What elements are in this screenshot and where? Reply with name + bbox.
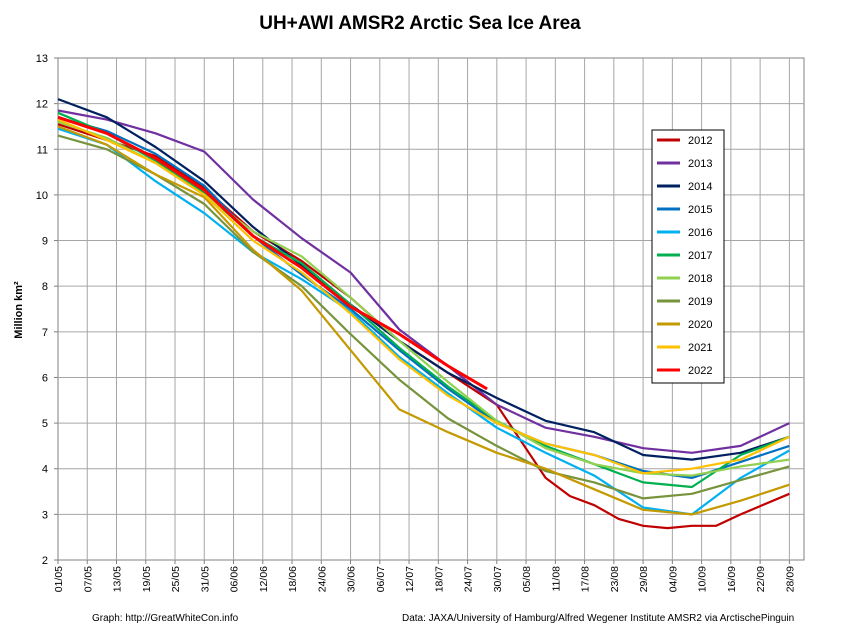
x-tick-label: 07/05	[82, 566, 94, 592]
legend-label-2020: 2020	[688, 319, 712, 331]
footer-credit: Graph: http://GreatWhiteCon.info	[92, 613, 239, 624]
legend-label-2012: 2012	[688, 135, 712, 147]
x-tick-label: 06/06	[229, 566, 241, 592]
y-tick-label: 7	[42, 327, 48, 339]
y-tick-label: 2	[42, 555, 48, 567]
legend-label-2017: 2017	[688, 250, 712, 262]
series-line-2020	[57, 125, 790, 516]
legend-label-2014: 2014	[688, 181, 712, 193]
y-tick-label: 13	[36, 53, 48, 65]
x-tick-label: 13/05	[112, 566, 124, 592]
footer-source: Data: JAXA/University of Hamburg/Alfred …	[402, 613, 794, 624]
x-tick-label: 30/06	[346, 566, 358, 592]
legend-label-2018: 2018	[688, 273, 712, 285]
x-tick-label: 18/06	[287, 566, 299, 592]
x-tick-label: 12/06	[258, 566, 270, 592]
x-tick-label: 17/08	[580, 566, 592, 592]
series-line-2022	[57, 115, 488, 391]
series-line-2014	[57, 98, 790, 461]
x-tick-label: 22/09	[755, 566, 767, 592]
x-tick-label: 10/09	[697, 566, 709, 592]
x-tick-label: 04/09	[667, 566, 679, 592]
x-tick-label: 18/07	[433, 566, 445, 592]
legend-label-2021: 2021	[688, 342, 712, 354]
legend-label-2022: 2022	[688, 365, 712, 377]
x-tick-label: 19/05	[141, 566, 153, 592]
series-line-2017	[57, 111, 790, 489]
y-tick-label: 6	[42, 372, 48, 384]
legend-label-2015: 2015	[688, 204, 712, 216]
legend-label-2013: 2013	[688, 158, 712, 170]
x-tick-label: 06/07	[375, 566, 387, 592]
x-tick-label: 24/07	[463, 566, 475, 592]
chart-title: UH+AWI AMSR2 Arctic Sea Ice Area	[259, 13, 581, 34]
x-tick-label: 24/06	[316, 566, 328, 592]
series-line-2016	[57, 127, 790, 516]
y-tick-label: 8	[42, 281, 48, 293]
y-tick-label: 4	[42, 464, 48, 476]
series-line-2021	[57, 118, 790, 475]
y-tick-label: 11	[37, 144, 48, 156]
y-tick-label: 3	[42, 509, 48, 521]
x-tick-label: 23/08	[609, 566, 621, 592]
legend: 2012 2013 2014 2015 2016 2017 2018 2019 2020 2021…	[651, 129, 725, 384]
x-tick-label: 30/07	[492, 566, 504, 592]
x-axis-ticks: 01/05 07/05 13/05 19/05 25/05 31/05 06/06 12/06…	[53, 560, 796, 592]
x-tick-label: 28/09	[784, 566, 796, 592]
x-tick-label: 31/05	[199, 566, 211, 592]
x-tick-label: 11/08	[550, 566, 562, 592]
x-tick-label: 29/08	[638, 566, 650, 592]
x-tick-label: 12/07	[404, 566, 416, 592]
x-tick-label: 05/08	[521, 566, 533, 592]
y-axis-label: Million km²	[13, 281, 25, 339]
y-tick-label: 12	[36, 99, 48, 111]
y-tick-label: 9	[42, 236, 48, 248]
y-tick-label: 5	[42, 418, 48, 430]
y-axis-ticks: 2 3 4 5 6 7 8 9 10 11 12 13	[36, 53, 58, 567]
series-line-2019	[57, 134, 790, 500]
legend-label-2019: 2019	[688, 296, 712, 308]
x-tick-label: 25/05	[170, 566, 182, 592]
series-group	[57, 98, 790, 530]
series-line-2013	[57, 109, 790, 454]
y-tick-label: 10	[36, 190, 48, 202]
x-tick-label: 01/05	[53, 566, 65, 592]
legend-label-2016: 2016	[688, 227, 712, 239]
x-tick-label: 16/09	[726, 566, 738, 592]
